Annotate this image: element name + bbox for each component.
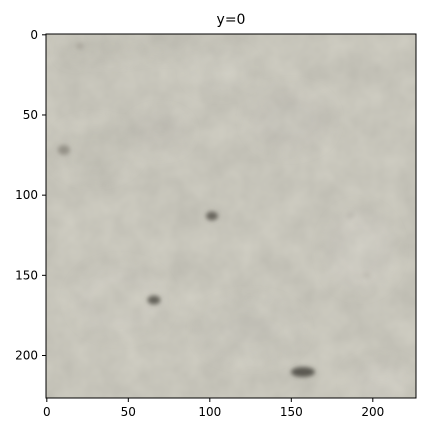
y-tick-label: 0: [30, 28, 38, 42]
x-tick-label: 100: [198, 405, 221, 419]
x-tick-label: 150: [280, 405, 303, 419]
y-axis: 0 50 100 150 200: [15, 28, 46, 363]
plot-title: y=0: [217, 12, 246, 28]
y-tick-label: 50: [23, 108, 38, 122]
axes-frame: [45, 33, 417, 399]
y-tick-label: 150: [15, 268, 38, 282]
x-tick-label: 0: [43, 405, 51, 419]
y-tick-label: 200: [15, 349, 38, 363]
x-tick-label: 50: [121, 405, 136, 419]
x-axis: 0 50 100 150 200: [43, 398, 384, 419]
photo-image: [46, 34, 416, 398]
y-tick-label: 100: [15, 188, 38, 202]
x-tick-label: 200: [361, 405, 384, 419]
